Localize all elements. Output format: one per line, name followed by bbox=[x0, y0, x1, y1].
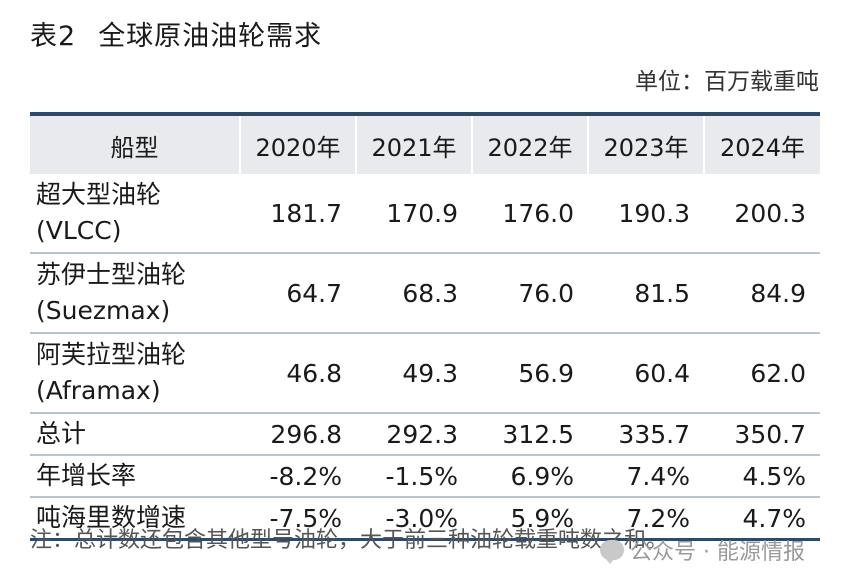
header-cell-2020: 2020年 bbox=[239, 116, 356, 174]
table-cell: 46.8 bbox=[240, 333, 356, 414]
table-cell: 7.4% bbox=[588, 455, 704, 498]
table-cell: 350.7 bbox=[704, 413, 820, 456]
row-label-line1: 超大型油轮 bbox=[36, 180, 162, 209]
table-cell: -3.0% bbox=[385, 503, 458, 533]
table-cell: 84.9 bbox=[704, 253, 820, 334]
table-number: 表2 bbox=[30, 21, 77, 52]
chat-bubble-icon bbox=[600, 540, 624, 564]
table-cell: 4.7% bbox=[742, 503, 806, 533]
table-cell: -7.5% bbox=[269, 503, 342, 533]
table-cell: 176.0 bbox=[472, 174, 588, 254]
table-cell: -8.2% bbox=[240, 455, 356, 498]
table-cell: 6.9% bbox=[472, 455, 588, 498]
row-label: 苏伊士型油轮 (Suezmax) bbox=[30, 253, 240, 334]
row-label-line2: (VLCC) bbox=[36, 216, 122, 245]
row-label-line1: 苏伊士型油轮 bbox=[36, 260, 187, 289]
watermark-text: 公众号 · 能源情报 bbox=[630, 540, 805, 565]
unit-label: 单位：百万载重吨 bbox=[635, 69, 819, 95]
header-cell-2024: 2024年 bbox=[703, 116, 820, 174]
table-cell: 60.4 bbox=[588, 333, 704, 414]
table-cell: 81.5 bbox=[588, 253, 704, 334]
table-cell: 200.3 bbox=[704, 174, 820, 254]
table-top-rule bbox=[30, 112, 820, 116]
table-bottom-rule bbox=[30, 538, 820, 541]
row-label: 吨海里数增速 bbox=[36, 503, 187, 532]
header-cell-2023: 2023年 bbox=[587, 116, 704, 174]
header-cell-2022: 2022年 bbox=[471, 116, 588, 174]
table-row: 超大型油轮 (VLCC) 181.7 170.9 176.0 190.3 200… bbox=[30, 174, 820, 254]
watermark: 公众号 · 能源情报 bbox=[600, 534, 805, 566]
header-cell-ship-type: 船型 bbox=[110, 133, 159, 162]
table-row: 苏伊士型油轮 (Suezmax) 64.7 68.3 76.0 81.5 84.… bbox=[30, 253, 820, 334]
table-cell: 4.5% bbox=[704, 455, 820, 498]
table-cell: 76.0 bbox=[472, 253, 588, 334]
table-footnote: 注：总计数还包含其他型号油轮，大于前三种油轮载重吨数之和。 bbox=[30, 528, 669, 553]
table-cell: 5.9% bbox=[510, 503, 574, 533]
table-cell: -1.5% bbox=[356, 455, 472, 498]
row-label: 超大型油轮 (VLCC) bbox=[30, 174, 240, 254]
row-label-line1: 阿芙拉型油轮 bbox=[36, 340, 187, 369]
table-row: 年增长率 -8.2% -1.5% 6.9% 7.4% 4.5% bbox=[30, 455, 820, 498]
table-cell: 170.9 bbox=[356, 174, 472, 254]
row-label-line2: (Aframax) bbox=[36, 376, 161, 405]
row-label: 阿芙拉型油轮 (Aframax) bbox=[30, 333, 240, 414]
table-cell: 56.9 bbox=[472, 333, 588, 414]
table-cell: 181.7 bbox=[240, 174, 356, 254]
table-title-text: 全球原油油轮需求 bbox=[98, 21, 323, 52]
table-cell: 64.7 bbox=[240, 253, 356, 334]
table-cell: 62.0 bbox=[704, 333, 820, 414]
table-row: 吨海里数增速 -7.5% -3.0% 5.9% 7.2% 4.7% bbox=[30, 497, 820, 538]
table-title: 表2 全球原油油轮需求 bbox=[30, 14, 322, 53]
table-cell: 190.3 bbox=[588, 174, 704, 254]
table-row: 总计 296.8 292.3 312.5 335.7 350.7 bbox=[30, 413, 820, 456]
table-cell: 312.5 bbox=[472, 413, 588, 456]
tanker-demand-table: 船型 2020年 2021年 2022年 2023年 2024年 超大型油轮 (… bbox=[30, 112, 820, 541]
row-label: 年增长率 bbox=[30, 455, 240, 498]
row-label: 总计 bbox=[30, 413, 240, 456]
table-cell: 7.2% bbox=[626, 503, 690, 533]
table-cell: 292.3 bbox=[356, 413, 472, 456]
header-row: 船型 2020年 2021年 2022年 2023年 2024年 bbox=[30, 116, 820, 174]
table-cell: 296.8 bbox=[240, 413, 356, 456]
header-cell-2021: 2021年 bbox=[355, 116, 472, 174]
table-row: 阿芙拉型油轮 (Aframax) 46.8 49.3 56.9 60.4 62.… bbox=[30, 333, 820, 414]
table-cell: 68.3 bbox=[356, 253, 472, 334]
row-label-line2: (Suezmax) bbox=[36, 296, 171, 325]
table-cell: 49.3 bbox=[356, 333, 472, 414]
table-cell: 335.7 bbox=[588, 413, 704, 456]
